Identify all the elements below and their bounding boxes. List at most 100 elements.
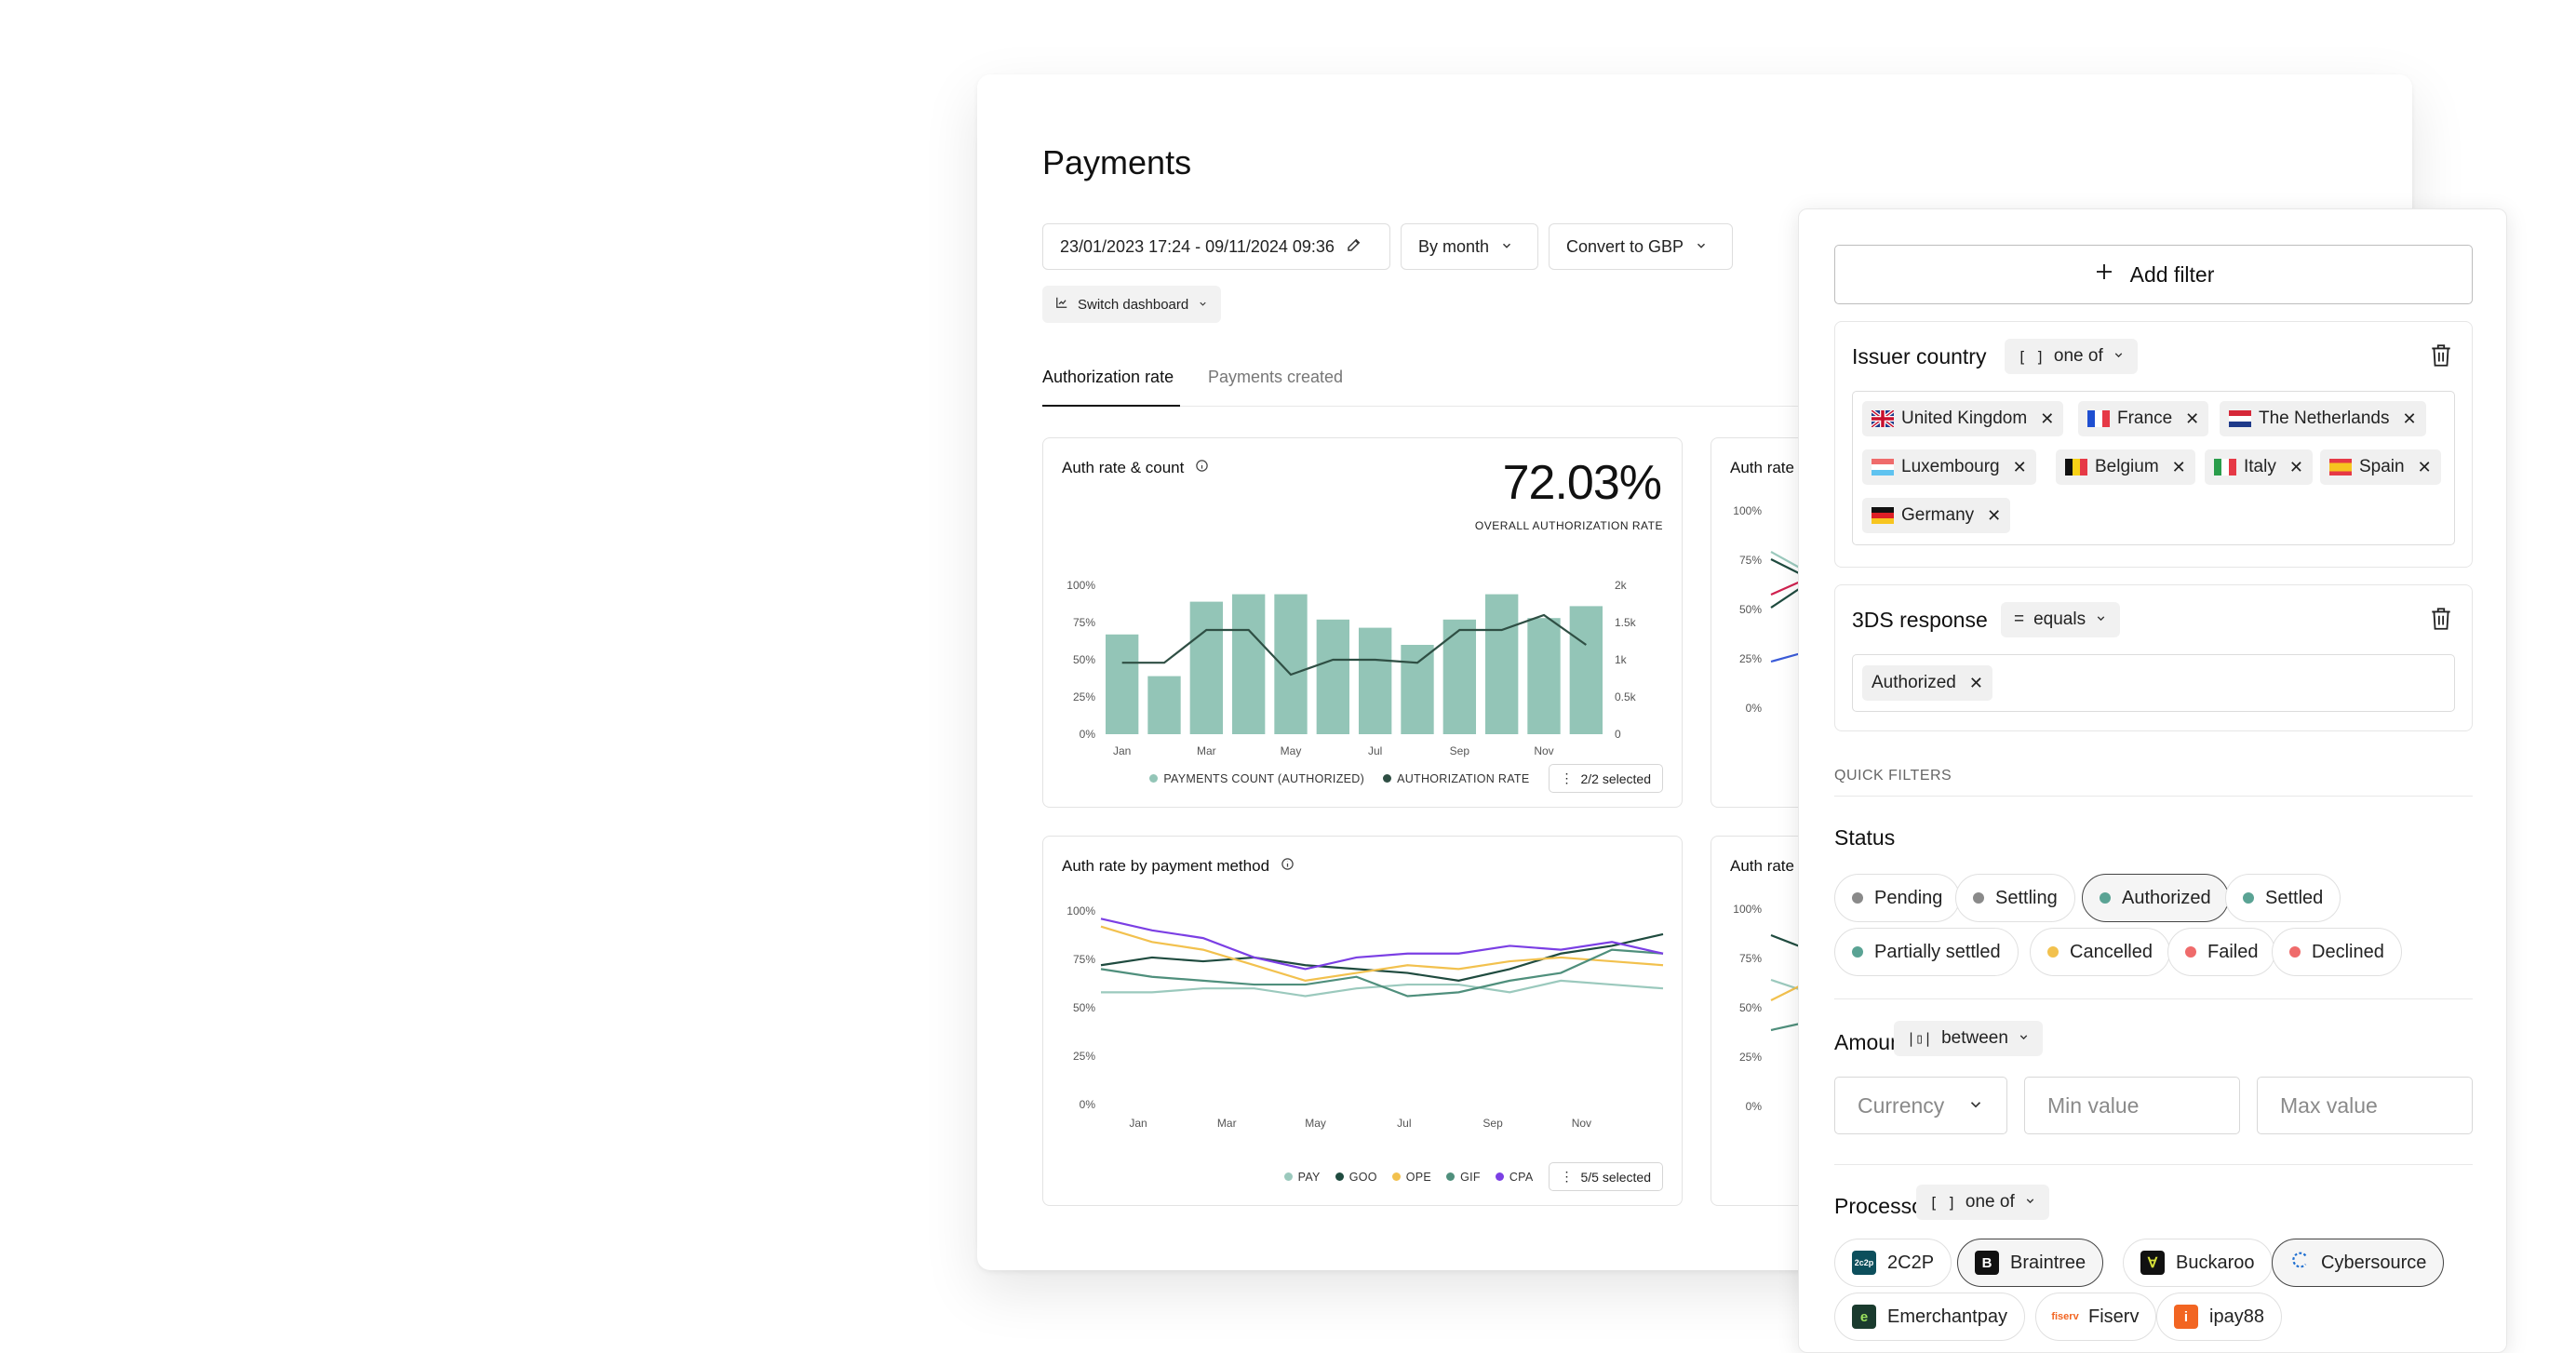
delete-filter-trash-icon[interactable]: [2429, 606, 2453, 636]
chevron-down-icon: [1967, 1093, 1984, 1119]
min-value-input[interactable]: Min value: [2024, 1077, 2240, 1134]
value-chip-belgium: Belgium ✕: [2056, 449, 2195, 485]
legend-item-cpa: CPA: [1495, 1171, 1534, 1184]
y-tick-label-right: 1.5k: [1615, 616, 1637, 629]
processor-option-ipay88[interactable]: i ipay88: [2156, 1293, 2282, 1341]
bar-payments-count: [1189, 601, 1224, 734]
operator-label: equals: [2033, 610, 2086, 629]
status-option-authorized[interactable]: Authorized: [2082, 874, 2229, 922]
status-option-cancelled[interactable]: Cancelled: [2030, 928, 2170, 976]
remove-x-icon[interactable]: ✕: [2417, 457, 2432, 476]
divider: [1834, 998, 2473, 999]
remove-x-icon[interactable]: ✕: [2012, 457, 2027, 476]
chevron-down-icon: [1695, 237, 1708, 257]
chevron-down-icon: [2113, 346, 2125, 367]
legend-swatch: [1391, 1172, 1401, 1181]
max-value-input[interactable]: Max value: [2257, 1077, 2473, 1134]
info-icon[interactable]: [1195, 459, 1209, 477]
chip-label: The Netherlands: [2259, 409, 2390, 428]
bar-payments-count: [1147, 676, 1181, 734]
series-selected-count: 2/2 selected: [1580, 770, 1652, 786]
processor-option-buckaroo[interactable]: ∀ Buckaroo: [2123, 1239, 2273, 1287]
chart-legend: PAY GOO OPE GIF CPA ⋮ 5/5 selected: [1283, 1162, 1663, 1191]
x-tick-label: May: [1281, 744, 1302, 757]
amount-operator[interactable]: |▯| between: [1894, 1021, 2043, 1056]
status-option-settling[interactable]: Settling: [1955, 874, 2075, 922]
issuer-country-label: Issuer country: [1852, 344, 1987, 368]
bar-payments-count: [1231, 594, 1266, 734]
y-tick-label: 0%: [1746, 702, 1763, 715]
switch-dashboard-button[interactable]: Switch dashboard: [1042, 286, 1222, 323]
series-selector-button[interactable]: ⋮ 5/5 selected: [1548, 1162, 1663, 1191]
auth-rate-count-card: Auth rate & count 72.03% OVERALL AUTHORI…: [1042, 437, 1683, 808]
value-chip-france: France ✕: [2078, 401, 2209, 436]
pill-label: Fiserv: [2088, 1306, 2140, 1327]
legend-swatch: [1149, 774, 1159, 783]
divider: [1834, 796, 2473, 797]
dashboard-tabs: Authorization rate Payments created: [1042, 358, 2345, 407]
y-tick-label: 75%: [1073, 953, 1095, 966]
processor-operator[interactable]: [ ] one of: [1916, 1185, 2049, 1220]
pill-label: 2C2P: [1887, 1252, 1935, 1273]
logo-buckaroo-icon: ∀: [2140, 1251, 2165, 1275]
processor-option-fiserv[interactable]: fiserv Fiserv: [2035, 1293, 2157, 1341]
chip-label: Italy: [2244, 457, 2276, 476]
processor-option-cybersource[interactable]: Cybersource: [2272, 1239, 2445, 1287]
status-option-failed[interactable]: Failed: [2167, 928, 2276, 976]
processor-option-braintree[interactable]: B Braintree: [1957, 1239, 2104, 1287]
status-dot: [1852, 946, 1863, 958]
y-tick-label-right: 0.5k: [1615, 690, 1637, 703]
issuer-country-values[interactable]: United Kingdom ✕ France ✕ The Netherland…: [1852, 391, 2455, 545]
currency-select[interactable]: Currency: [1834, 1077, 2007, 1134]
remove-x-icon[interactable]: ✕: [2171, 457, 2186, 476]
currency-convert-select[interactable]: Convert to GBP: [1549, 223, 1733, 270]
processor-option-emerchantpay[interactable]: e Emerchantpay: [1834, 1293, 2025, 1341]
date-range-picker[interactable]: 23/01/2023 17:24 - 09/11/2024 09:36: [1042, 223, 1390, 270]
status-option-pending[interactable]: Pending: [1834, 874, 1961, 922]
y-tick-label: 50%: [1739, 603, 1762, 616]
remove-x-icon[interactable]: ✕: [2040, 409, 2055, 428]
remove-x-icon[interactable]: ✕: [2185, 409, 2200, 428]
processor-option-2c2p[interactable]: 2c2p 2C2P: [1834, 1239, 1952, 1287]
status-option-declined[interactable]: Declined: [2272, 928, 2402, 976]
value-chip-luxembourg: Luxembourg ✕: [1862, 449, 2036, 485]
tab-payments-created[interactable]: Payments created: [1208, 368, 1344, 386]
info-icon[interactable]: [1281, 857, 1295, 876]
add-filter-button[interactable]: Add filter: [1834, 245, 2473, 304]
remove-x-icon[interactable]: ✕: [1968, 673, 1983, 692]
legend-item-payments-count: PAYMENTS COUNT (AUTHORIZED): [1149, 772, 1364, 785]
pill-label: Buckaroo: [2176, 1252, 2255, 1273]
legend-item-goo: GOO: [1335, 1171, 1377, 1184]
operator-label: one of: [2053, 346, 2103, 366]
tab-authorization-rate[interactable]: Authorization rate: [1042, 358, 1180, 407]
line-series-goo: [1100, 932, 1664, 982]
status-option-partially-settled[interactable]: Partially settled: [1834, 928, 2019, 976]
bar-payments-count: [1569, 606, 1603, 734]
y-tick-label: 50%: [1739, 1001, 1762, 1014]
chip-label: Germany: [1901, 505, 1975, 525]
bar-payments-count: [1274, 594, 1308, 734]
status-option-settled[interactable]: Settled: [2225, 874, 2341, 922]
series-selector-button[interactable]: ⋮ 2/2 selected: [1548, 764, 1663, 793]
group-by-select[interactable]: By month: [1401, 223, 1538, 270]
delete-filter-trash-icon[interactable]: [2429, 342, 2453, 373]
tds-response-values[interactable]: Authorized ✕: [1852, 654, 2455, 712]
remove-x-icon[interactable]: ✕: [2402, 409, 2417, 428]
legend-item-authorization-rate: AUTHORIZATION RATE: [1383, 772, 1529, 785]
x-tick-label: Jul: [1368, 744, 1382, 757]
bar-payments-count: [1442, 619, 1477, 734]
pill-label: Settling: [1995, 887, 2058, 908]
tds-response-operator[interactable]: = equals: [2001, 602, 2121, 637]
auth-rate-count-chart: 100% 75% 50% 25% 0% 2k 1.5k 1k 0.5k 0 Jan Mar May Jul…: [1067, 579, 1637, 757]
logo-2c2p-icon: 2c2p: [1852, 1251, 1876, 1275]
y-tick-label: 100%: [1067, 904, 1095, 918]
add-filter-label: Add filter: [2129, 261, 2215, 287]
issuer-country-operator[interactable]: [ ] one of: [2005, 339, 2138, 374]
remove-x-icon[interactable]: ✕: [2288, 457, 2303, 476]
legend-swatch: [1335, 1172, 1344, 1181]
edit-pencil-icon[interactable]: [1346, 236, 1362, 258]
pill-label: Braintree: [2010, 1252, 2086, 1273]
between-icon: |▯|: [1907, 1030, 1933, 1047]
remove-x-icon[interactable]: ✕: [1987, 505, 2002, 525]
chart-legend: PAYMENTS COUNT (AUTHORIZED) AUTHORIZATIO…: [1149, 764, 1663, 793]
